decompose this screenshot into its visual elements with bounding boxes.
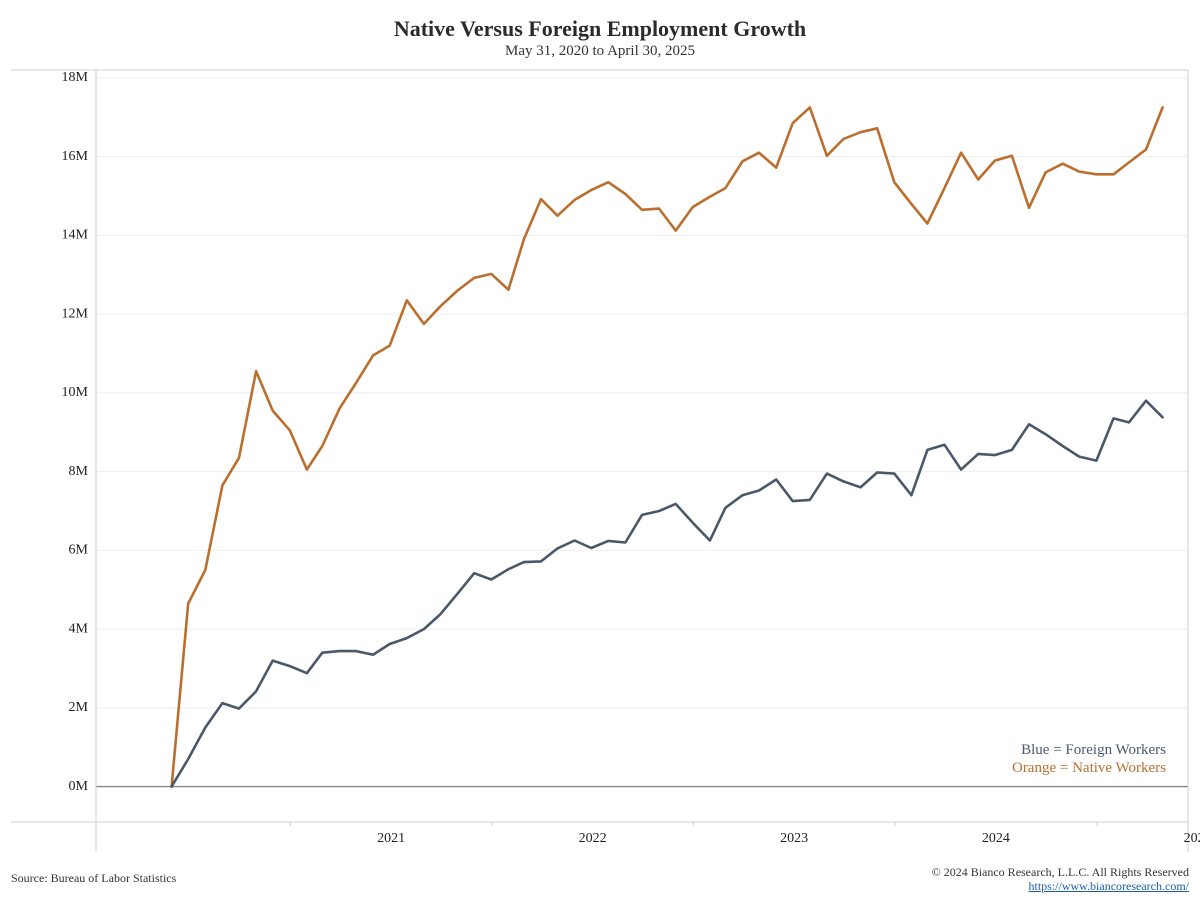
legend-entry-foreign: Blue = Foreign Workers [1021, 742, 1166, 758]
y-tick-label: 0M [69, 779, 89, 794]
x-tick-label: 2024 [982, 831, 1010, 846]
y-tick-label: 10M [62, 385, 89, 400]
chart-subtitle: May 31, 2020 to April 30, 2025 [505, 43, 695, 59]
x-axis: 2021 2022 2023 2024 2025 [289, 822, 1200, 846]
y-tick-label: 14M [62, 228, 89, 243]
plot-frame [11, 69, 1189, 852]
series-lines [170, 106, 1164, 788]
y-tick-label: 12M [62, 306, 89, 321]
copyright-text: © 2024 Bianco Research, L.L.C. All Right… [931, 865, 1189, 879]
legend: Blue = Foreign Workers Orange = Native W… [1012, 742, 1166, 776]
x-tick-label: 2022 [579, 831, 607, 846]
series-line-native [170, 106, 1164, 788]
copyright-note: © 2024 Bianco Research, L.L.C. All Right… [932, 865, 1189, 893]
y-tick-label: 4M [69, 621, 89, 636]
legend-entry-native: Orange = Native Workers [1012, 760, 1166, 776]
y-tick-label: 6M [69, 543, 89, 558]
x-tick-label: 2021 [377, 831, 405, 846]
website-link[interactable]: https://www.biancoresearch.com/ [1028, 879, 1189, 893]
y-axis: 0M 2M 4M 6M 8M 10M 12M 14M 16M 18M [62, 70, 89, 794]
x-tick-label: 2025 [1184, 831, 1200, 846]
y-tick-label: 18M [62, 70, 89, 85]
series-line-foreign [170, 399, 1164, 788]
y-tick-label: 8M [69, 464, 89, 479]
chart-title: Native Versus Foreign Employment Growth [393, 16, 807, 41]
source-note: Source: Bureau of Labor Statistics [11, 871, 177, 885]
y-tick-label: 16M [62, 149, 89, 164]
x-tick-label: 2023 [780, 831, 808, 846]
y-tick-label: 2M [69, 700, 89, 715]
